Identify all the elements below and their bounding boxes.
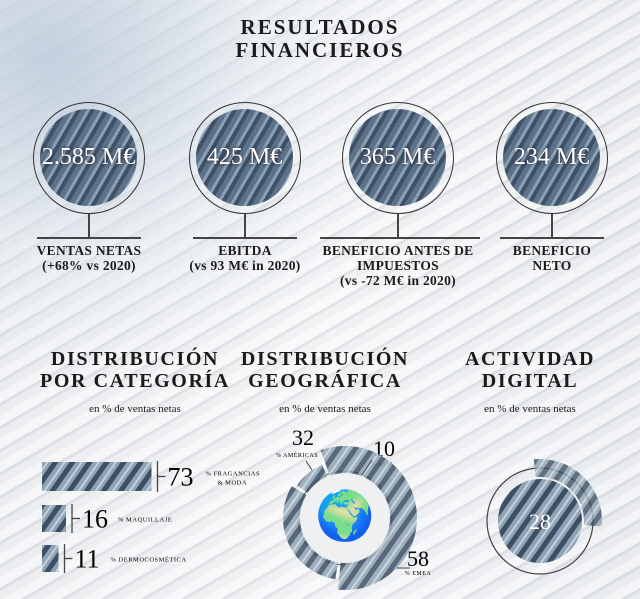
kpi-value: 234 M€ — [513, 144, 590, 170]
geo-segment — [297, 464, 328, 493]
kpi-value: 2.585 M€ — [41, 144, 136, 170]
kpi-label: BENEFICIO NETO — [512, 243, 592, 273]
page-title: RESULTADOS FINANCIEROS — [235, 15, 405, 62]
bar-value: 11 — [75, 545, 100, 574]
digital-value: 28 — [529, 509, 551, 534]
geo-segment — [320, 446, 417, 591]
geo-value: 58 — [407, 546, 429, 571]
digital-segment — [533, 459, 602, 527]
geo-label: % EMEA — [405, 571, 432, 577]
bar-label: % FRAGANCIAS — [206, 471, 261, 478]
bar-value: 73 — [168, 463, 194, 492]
digital-center — [498, 479, 582, 563]
geo-segment — [282, 486, 338, 580]
kpi-note: (+68% vs 2020) — [42, 258, 136, 273]
geo-value: 32 — [292, 425, 314, 450]
kpi-note: (vs 93 M€ in 2020) — [189, 258, 301, 273]
kpi-value: 425 M€ — [206, 144, 283, 170]
section-geografica: DISTRIBUCIÓN GEOGRÁFICA en % de ventas ne… — [240, 348, 410, 415]
bar-label: % DERMOCOSMÉTICA — [111, 556, 187, 564]
section-categoria: DISTRIBUCIÓN POR CATEGORÍA en % de ventas… — [40, 348, 230, 415]
kpi-label: VENTAS NETAS — [36, 243, 142, 258]
bar-label: % MAQUILLAJE — [118, 517, 172, 524]
category-bar — [42, 545, 59, 572]
category-bar — [42, 505, 66, 532]
bar-label: & MODA — [218, 480, 248, 487]
category-bar — [42, 462, 152, 491]
bar-value: 16 — [82, 505, 108, 534]
kpi-label: BENEFICIO ANTES DE IMPUESTOS — [322, 243, 474, 273]
geo-label: % AMÉRICAS — [276, 451, 318, 459]
kpi-label: EBITDA — [218, 243, 272, 258]
globe-icon: 🌍 — [315, 488, 375, 543]
kpi-value: 365 M€ — [359, 144, 436, 170]
section-digital: ACTIVIDAD DIGITAL en % de ventas netas — [465, 348, 595, 415]
geo-leader — [361, 459, 373, 476]
kpi-note: (vs -72 M€ in 2020) — [340, 273, 456, 288]
geo-leader — [305, 460, 313, 471]
